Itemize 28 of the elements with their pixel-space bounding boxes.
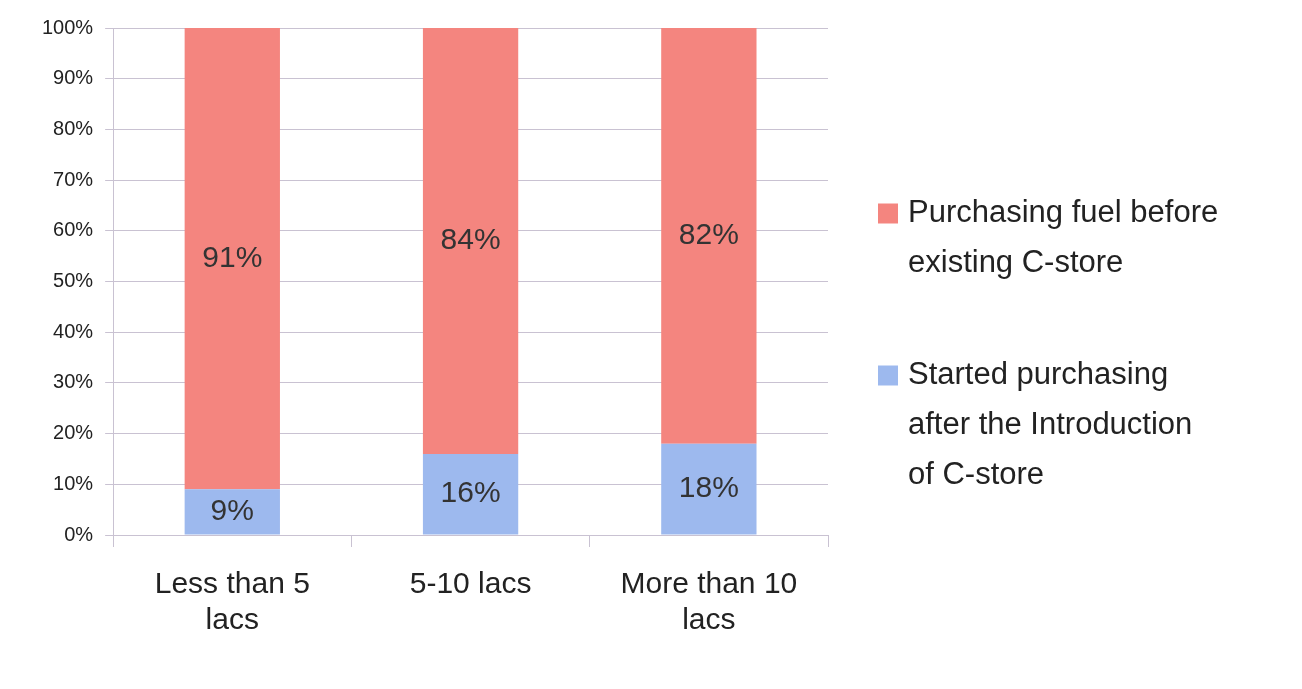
data-label: 16%: [440, 475, 501, 509]
y-tick-label: 90%: [53, 66, 94, 89]
data-label: 18%: [678, 470, 739, 504]
bar: [661, 443, 757, 535]
bar: [661, 28, 757, 444]
x-tick-label: More than 10 lacs: [620, 566, 798, 636]
y-tick-label: 80%: [53, 116, 94, 139]
legend-label: Purchasing fuel before existing C-store: [908, 194, 1219, 280]
legend-label: Started purchasing after the Introduction of C-store: [908, 356, 1193, 492]
bar: [422, 28, 519, 454]
y-tick-label: 100%: [42, 15, 94, 38]
x-tick-label: 5-10 lacs: [409, 566, 532, 600]
y-tick-label: 50%: [53, 269, 94, 292]
y-tick-label: 70%: [53, 167, 94, 190]
data-label: 82%: [678, 217, 739, 251]
y-tick-label: 10%: [53, 471, 94, 494]
y-tick-label: 0%: [64, 522, 94, 545]
bar: [184, 28, 280, 490]
x-tick-label: Less than 5 lacs: [154, 566, 310, 636]
y-tick-label: 40%: [53, 319, 94, 342]
bar: [422, 453, 519, 535]
data-label: 84%: [440, 222, 501, 256]
data-label: 9%: [210, 493, 254, 527]
y-tick-label: 60%: [53, 218, 94, 241]
bar: [184, 489, 280, 535]
data-label: 91%: [202, 239, 263, 273]
y-tick-label: 20%: [53, 421, 94, 444]
y-tick-label: 30%: [53, 370, 94, 393]
